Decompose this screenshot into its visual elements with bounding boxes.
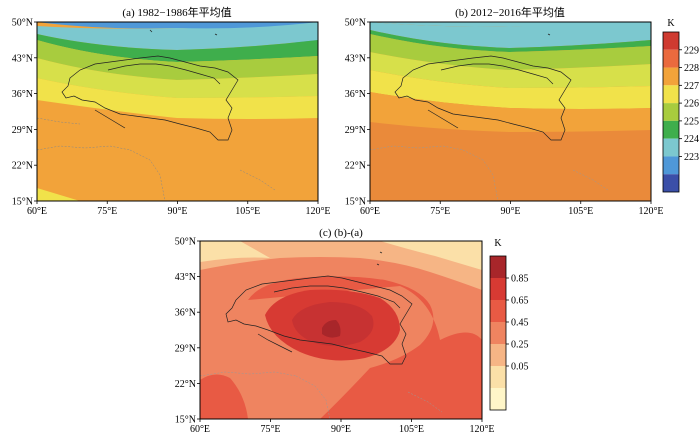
lon-tick-label: 75°E xyxy=(260,424,280,435)
lon-tick-label: 60°E xyxy=(190,424,210,435)
lat-tick-label: 15°N xyxy=(12,197,33,208)
colorbar-swatch xyxy=(663,156,679,175)
colorbar-tick-label: 0.85 xyxy=(511,274,529,285)
panel-b: (b) 2012−2016年平均值 50°N 43°N 36°N 29°N 22°N 15… xyxy=(345,5,664,217)
colorbar-tick-label: 223 xyxy=(684,152,699,163)
lat-tick-label: 36°N xyxy=(12,89,33,100)
lat-tick-label: 50°N xyxy=(345,18,366,29)
lat-tick-label: 36°N xyxy=(175,308,196,319)
panel-b-coastlines xyxy=(394,33,572,141)
colorbar-bottom-unit: K xyxy=(494,238,502,249)
panel-a: (a) 1982−1986年平均值 50°N43°N36°N29°N2 xyxy=(12,5,331,217)
lon-tick-label: 75°E xyxy=(430,206,450,217)
lat-tick-label: 50°N xyxy=(12,18,33,29)
panel-a-coastlines xyxy=(61,29,239,141)
colorbar-swatch xyxy=(663,67,679,86)
colorbar-swatch xyxy=(663,120,679,139)
lat-tick-label: 43°N xyxy=(12,53,33,64)
colorbar-swatch xyxy=(663,32,679,50)
lat-tick-label: 43°N xyxy=(345,53,366,64)
panel-c-field xyxy=(200,241,482,419)
panel-c: (c) (b)-(a) 50°N43°N36°N29°N22°N15° xyxy=(175,227,495,435)
panel-a-borders xyxy=(36,117,276,202)
lon-tick-label: 120°E xyxy=(305,206,330,217)
lon-tick-label: 90°E xyxy=(167,206,187,217)
lat-tick-label: 43°N xyxy=(175,272,196,283)
colorbar-swatch xyxy=(663,103,679,121)
lon-tick-label: 60°E xyxy=(27,206,47,217)
colorbar-tick-label: 0.65 xyxy=(511,296,529,307)
panel-a-axes: 50°N 43°N 36°N 29°N 22°N 15°N60°E 75°E 90°E 105°… xyxy=(12,18,331,218)
lat-tick-label: 29°N xyxy=(345,125,366,136)
colorbar-bottom: K 0.85 0.65 0.45 0.25 0.05 xyxy=(489,238,529,411)
panel-c-title: (c) (b)-(a) xyxy=(319,227,363,239)
colorbar-swatch xyxy=(490,300,506,322)
panel-c-coastlines xyxy=(225,251,413,365)
colorbar-swatch xyxy=(490,366,506,388)
panel-a-title: (a) 1982−1986年平均值 xyxy=(122,5,231,19)
lat-tick-label: 29°N xyxy=(175,343,196,354)
panel-b-field xyxy=(370,22,651,201)
colorbar-tick-label: 224 xyxy=(684,134,699,145)
colorbar-tick-label: 228 xyxy=(684,63,699,74)
colorbar-swatch xyxy=(490,388,506,410)
panel-a-field xyxy=(37,22,318,201)
lat-tick-label: 50°N xyxy=(175,237,196,248)
lat-tick-label: 22°N xyxy=(12,161,33,172)
lon-tick-label: 120°E xyxy=(469,424,494,435)
lat-tick-label: 29°N xyxy=(12,125,33,136)
lon-tick-label: 90°E xyxy=(500,206,520,217)
colorbar-tick-label: 0.45 xyxy=(511,318,529,329)
lon-tick-label: 120°E xyxy=(638,206,663,217)
colorbar-tick-label: 229 xyxy=(684,45,699,56)
colorbar-tick-label: 226 xyxy=(684,99,699,110)
colorbar-tick-label: 225 xyxy=(684,116,699,127)
colorbar-swatch xyxy=(490,256,506,278)
colorbar-swatch xyxy=(663,174,679,192)
lat-tick-label: 22°N xyxy=(345,161,366,172)
panel-b-borders xyxy=(369,145,609,202)
colorbar-swatch xyxy=(663,138,679,157)
lat-tick-label: 15°N xyxy=(345,197,366,208)
colorbar-tick-label: 227 xyxy=(684,81,699,92)
panel-c-axes: 50°N 43°N 36°N 29°N 22°N 15°N60°E 75°E 90°E 105°… xyxy=(175,237,495,436)
lat-tick-label: 36°N xyxy=(345,89,366,100)
lat-tick-label: 15°N xyxy=(175,415,196,426)
lon-tick-label: 75°E xyxy=(97,206,117,217)
colorbar-swatch xyxy=(663,49,679,68)
colorbar-swatch xyxy=(663,85,679,104)
lon-tick-label: 105°E xyxy=(235,206,260,217)
colorbar-swatch xyxy=(490,278,506,300)
lon-tick-label: 105°E xyxy=(399,424,424,435)
colorbar-top: K 229 228 227 226 225 224 223 xyxy=(662,18,699,193)
panel-b-title: (b) 2012−2016年平均值 xyxy=(455,5,565,19)
panel-b-axes: 50°N 43°N 36°N 29°N 22°N 15°N60°E 75°E 90°E 105°… xyxy=(345,18,664,218)
colorbar-tick-label: 0.05 xyxy=(511,362,529,373)
colorbar-tick-label: 0.25 xyxy=(511,340,529,351)
lat-tick-label: 22°N xyxy=(175,379,196,390)
colorbar-swatch xyxy=(490,344,506,366)
colorbar-swatch xyxy=(490,322,506,344)
colorbar-top-unit: K xyxy=(667,18,675,29)
lon-tick-label: 105°E xyxy=(568,206,593,217)
panel-c-borders xyxy=(199,371,443,420)
lon-tick-label: 60°E xyxy=(360,206,380,217)
lon-tick-label: 90°E xyxy=(331,424,351,435)
